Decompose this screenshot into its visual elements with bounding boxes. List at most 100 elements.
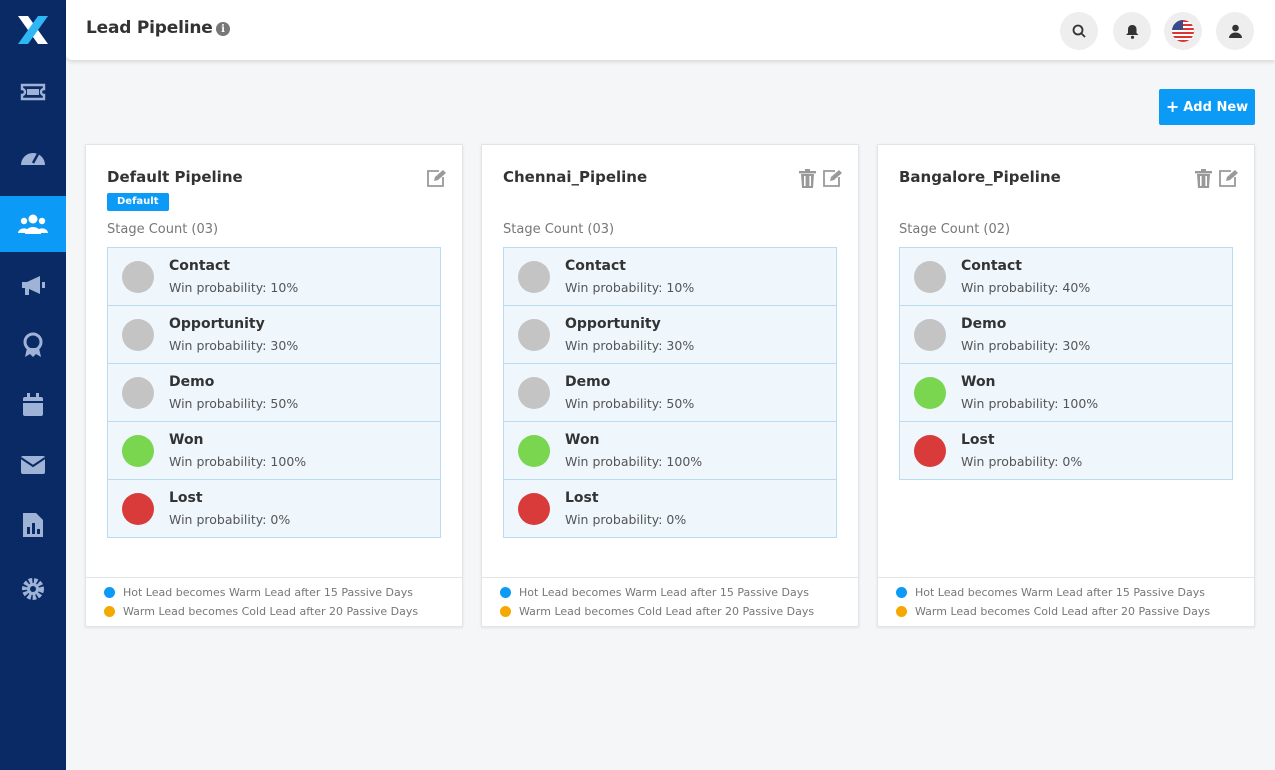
nav-award-icon[interactable] [0, 317, 66, 373]
hot-lead-rule: Hot Lead becomes Warm Lead after 15 Pass… [896, 586, 1205, 599]
stage-item[interactable]: Demo Win probability: 50% [107, 363, 441, 422]
stage-count: Stage Count (02) [899, 222, 1011, 237]
warm-lead-rule: Warm Lead becomes Cold Lead after 20 Pas… [500, 605, 814, 618]
stage-dot [122, 319, 154, 351]
profile-button[interactable] [1216, 12, 1254, 50]
search-icon [1072, 24, 1086, 38]
stage-dot [122, 435, 154, 467]
warm-dot [500, 606, 511, 617]
edit-icon[interactable] [822, 169, 842, 188]
notifications-button[interactable] [1113, 12, 1151, 50]
stage-name: Contact [565, 258, 626, 274]
app-logo[interactable] [0, 0, 66, 60]
stage-count: Stage Count (03) [107, 222, 219, 237]
stage-name: Contact [169, 258, 230, 274]
stage-probability: Win probability: 30% [565, 338, 695, 353]
hot-lead-rule: Hot Lead becomes Warm Lead after 15 Pass… [104, 586, 413, 599]
info-icon[interactable]: i [216, 22, 230, 36]
hot-lead-rule: Hot Lead becomes Warm Lead after 15 Pass… [500, 586, 809, 599]
pipeline-card: Bangalore_Pipeline Stage Count (02) Cont… [877, 144, 1255, 627]
default-badge: Default [107, 193, 169, 211]
search-button[interactable] [1060, 12, 1098, 50]
nav-settings-icon[interactable] [0, 561, 66, 617]
stage-dot [914, 261, 946, 293]
card-footer: Hot Lead becomes Warm Lead after 15 Pass… [878, 577, 1254, 627]
pipeline-title: Chennai_Pipeline [503, 168, 648, 186]
stage-probability: Win probability: 40% [961, 280, 1091, 295]
language-button[interactable] [1164, 12, 1202, 50]
stage-item[interactable]: Contact Win probability: 40% [899, 247, 1233, 306]
pipeline-title: Bangalore_Pipeline [899, 168, 1061, 186]
warm-dot [896, 606, 907, 617]
stage-item[interactable]: Won Win probability: 100% [503, 421, 837, 480]
user-icon [1228, 24, 1242, 38]
stage-name: Demo [565, 374, 611, 390]
stage-item[interactable]: Won Win probability: 100% [899, 363, 1233, 422]
stage-item[interactable]: Won Win probability: 100% [107, 421, 441, 480]
stage-item[interactable]: Lost Win probability: 0% [503, 479, 837, 538]
stage-name: Demo [961, 316, 1007, 332]
stage-probability: Win probability: 30% [961, 338, 1091, 353]
edit-icon[interactable] [1218, 169, 1238, 188]
stage-dot [518, 435, 550, 467]
sidebar [0, 0, 66, 770]
stage-dot [518, 261, 550, 293]
rule-text: Warm Lead becomes Cold Lead after 20 Pas… [915, 605, 1211, 618]
stage-item[interactable]: Contact Win probability: 10% [503, 247, 837, 306]
stage-probability: Win probability: 100% [565, 454, 703, 469]
bell-icon [1125, 24, 1138, 39]
nav-leads-icon[interactable] [0, 196, 66, 252]
hot-dot [500, 587, 511, 598]
stage-name: Won [565, 432, 600, 448]
stage-name: Lost [169, 490, 203, 506]
stage-item[interactable]: Demo Win probability: 50% [503, 363, 837, 422]
stage-item[interactable]: Lost Win probability: 0% [899, 421, 1233, 480]
rule-text: Hot Lead becomes Warm Lead after 15 Pass… [123, 586, 413, 599]
nav-calendar-icon[interactable] [0, 377, 66, 433]
stage-name: Contact [961, 258, 1022, 274]
nav-dashboard-icon[interactable] [0, 128, 66, 184]
stage-probability: Win probability: 100% [169, 454, 307, 469]
stage-item[interactable]: Opportunity Win probability: 30% [503, 305, 837, 364]
stage-dot [518, 319, 550, 351]
stage-item[interactable]: Contact Win probability: 10% [107, 247, 441, 306]
stage-probability: Win probability: 50% [169, 396, 299, 411]
stage-name: Won [169, 432, 204, 448]
stage-dot [518, 493, 550, 525]
stage-dot [122, 493, 154, 525]
top-bar: Lead Pipeline i [66, 0, 1275, 60]
rule-text: Hot Lead becomes Warm Lead after 15 Pass… [519, 586, 809, 599]
pipeline-card: Chennai_Pipeline Stage Count (03) Contac… [481, 144, 859, 627]
hot-dot [104, 587, 115, 598]
trash-icon[interactable] [1195, 169, 1212, 188]
stage-name: Lost [565, 490, 599, 506]
stage-dot [914, 435, 946, 467]
stage-item[interactable]: Lost Win probability: 0% [107, 479, 441, 538]
page-title: Lead Pipeline [86, 18, 213, 38]
rule-text: Hot Lead becomes Warm Lead after 15 Pass… [915, 586, 1205, 599]
warm-dot [104, 606, 115, 617]
trash-icon[interactable] [799, 169, 816, 188]
hot-dot [896, 587, 907, 598]
stage-probability: Win probability: 0% [565, 512, 687, 527]
stage-probability: Win probability: 50% [565, 396, 695, 411]
stage-probability: Win probability: 10% [169, 280, 299, 295]
edit-icon[interactable] [426, 169, 446, 188]
stage-probability: Win probability: 30% [169, 338, 299, 353]
stage-probability: Win probability: 100% [961, 396, 1099, 411]
stage-item[interactable]: Opportunity Win probability: 30% [107, 305, 441, 364]
stage-probability: Win probability: 0% [169, 512, 291, 527]
pipeline-title: Default Pipeline [107, 168, 243, 186]
add-new-button[interactable]: + Add New [1159, 89, 1255, 125]
nav-mail-icon[interactable] [0, 437, 66, 493]
nav-campaign-icon[interactable] [0, 257, 66, 313]
stage-dot [518, 377, 550, 409]
nav-report-icon[interactable] [0, 497, 66, 553]
stage-item[interactable]: Demo Win probability: 30% [899, 305, 1233, 364]
add-new-label: Add New [1183, 99, 1249, 115]
stage-name: Lost [961, 432, 995, 448]
stage-name: Demo [169, 374, 215, 390]
nav-ticket-icon[interactable] [0, 64, 66, 120]
pipeline-card: Default Pipeline Default Stage Count (03… [85, 144, 463, 627]
stage-dot [914, 319, 946, 351]
